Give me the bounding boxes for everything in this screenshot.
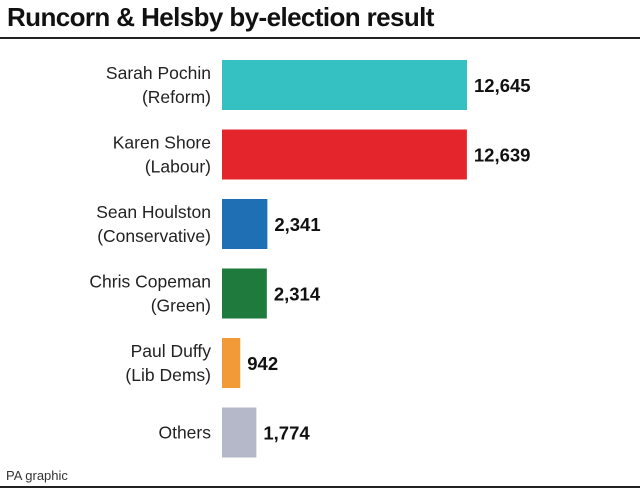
- category-label: Sarah Pochin: [106, 63, 211, 83]
- category-label: (Conservative): [97, 226, 211, 246]
- bar: [222, 199, 268, 249]
- value-label: 2,341: [274, 214, 320, 235]
- bar: [222, 407, 257, 458]
- value-label: 2,314: [274, 284, 321, 305]
- category-label: (Reform): [142, 87, 211, 107]
- value-label: 942: [247, 353, 278, 374]
- value-label: 12,645: [474, 75, 531, 96]
- bar: [222, 338, 241, 388]
- bar: [222, 268, 267, 319]
- value-label: 12,639: [474, 145, 531, 166]
- category-label: Karen Shore: [113, 133, 211, 153]
- category-label: (Lib Dems): [125, 365, 211, 385]
- category-label: Paul Duffy: [131, 341, 212, 361]
- category-label: Chris Copeman: [89, 272, 211, 292]
- bottom-divider: [0, 486, 640, 488]
- bar: [222, 60, 467, 110]
- bar: [222, 129, 467, 180]
- category-label: Sean Houlston: [96, 202, 211, 222]
- category-label: (Green): [151, 296, 211, 316]
- category-label: (Labour): [145, 157, 211, 177]
- chart-title: Runcorn & Helsby by-election result: [7, 2, 434, 32]
- category-label: Others: [158, 423, 211, 443]
- source-credit: PA graphic: [6, 468, 68, 483]
- title-divider: [0, 37, 640, 39]
- value-label: 1,774: [263, 423, 310, 444]
